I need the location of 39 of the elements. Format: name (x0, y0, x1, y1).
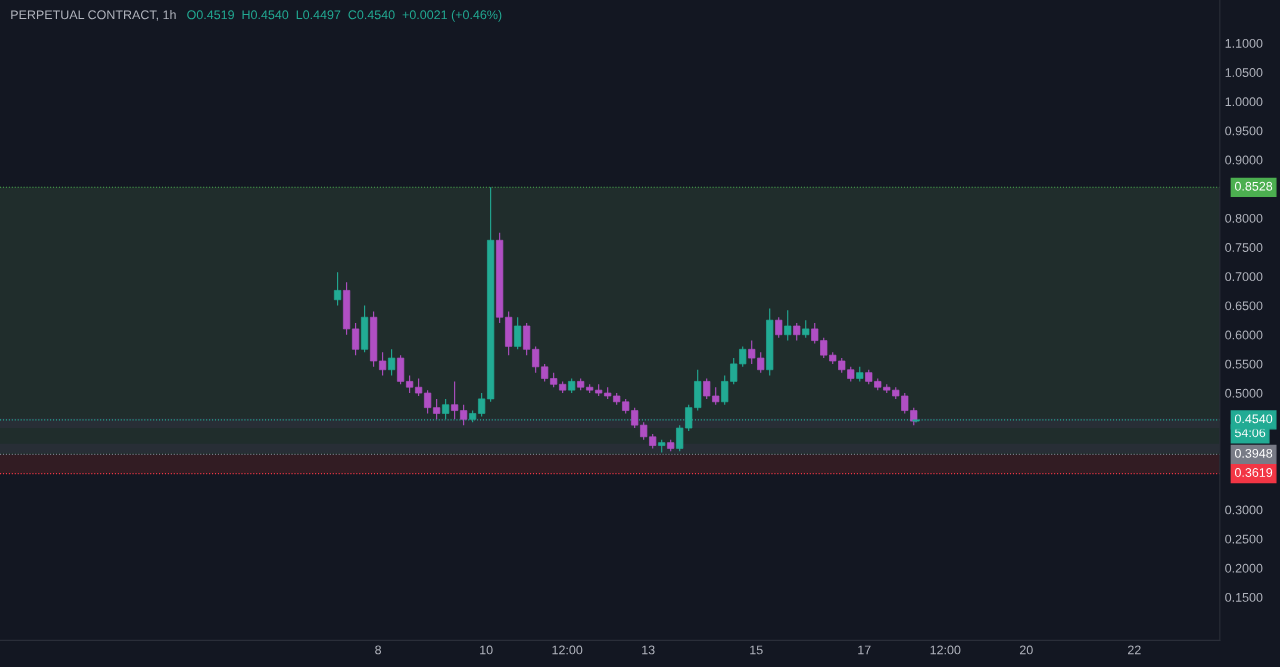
y-tick-label: 0.1500 (1225, 592, 1263, 602)
y-tick-label: 0.2000 (1225, 563, 1263, 573)
candlestick (379, 351, 387, 377)
x-tick-label: 13 (642, 645, 655, 655)
candlestick (514, 316, 522, 350)
y-tick-label: 0.6500 (1225, 301, 1263, 311)
x-tick-label: 15 (750, 645, 763, 655)
y-tick-label: 0.8000 (1225, 213, 1263, 223)
y-tick-label: 0.9000 (1225, 155, 1263, 165)
y-tick-label: 0.6000 (1225, 330, 1263, 340)
x-tick-label: 17 (858, 645, 871, 655)
y-tick-label: 0.2500 (1225, 534, 1263, 544)
y-tick-label: 1.1000 (1225, 38, 1263, 48)
y-tick-label: 1.0000 (1225, 97, 1263, 107)
ref-line-label: 0.4540 (1234, 414, 1273, 424)
candlestick (388, 348, 396, 377)
x-tick-label: 10 (480, 645, 493, 655)
x-tick-label: 22 (1127, 645, 1141, 655)
ref-line-label: 0.3948 (1234, 448, 1273, 458)
x-tick-label: 12:00 (930, 645, 961, 655)
x-tick-label: 12:00 (552, 645, 583, 655)
y-tick-label: 0.9500 (1225, 126, 1263, 136)
y-tick-label: 0.7000 (1225, 272, 1263, 282)
y-tick-label: 0.7500 (1225, 243, 1263, 252)
text: PERPETUAL CONTRACT, 1h (11, 10, 176, 21)
text: 54:06 (1234, 428, 1266, 438)
ref-line-label: 0.8528 (1234, 181, 1273, 191)
y-tick-label: 0.5500 (1225, 359, 1263, 369)
x-tick-label: 8 (375, 645, 382, 655)
candlestick (352, 322, 360, 356)
ref-line-label: 0.3619 (1234, 468, 1273, 477)
candlestick (784, 309, 792, 342)
text: O0.4519 H0.4540 L0.4497 C0.4540 +0.0021 (+0.46%) (187, 10, 502, 22)
y-tick-label: 0.5000 (1225, 388, 1263, 398)
y-tick-label: 0.3000 (1225, 505, 1263, 515)
candlestick (775, 316, 783, 339)
y-tick-label: 1.0500 (1225, 68, 1263, 77)
x-tick-label: 20 (1019, 645, 1033, 655)
candlestick (334, 271, 342, 307)
